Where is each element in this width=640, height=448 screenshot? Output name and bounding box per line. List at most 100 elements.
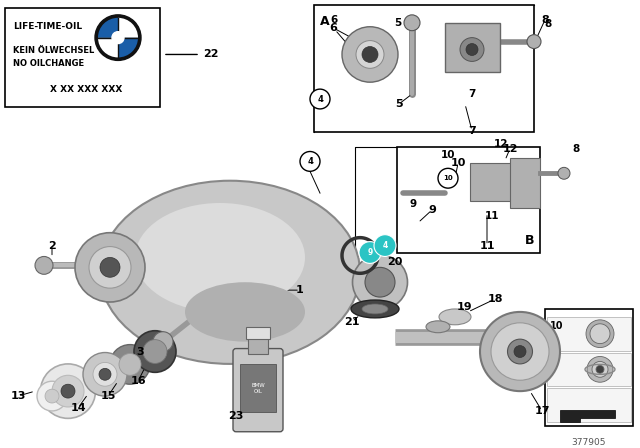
Ellipse shape [40,364,95,418]
Ellipse shape [365,267,395,297]
Text: BMW
OIL: BMW OIL [251,383,265,393]
Text: 9: 9 [410,199,417,209]
Circle shape [592,362,608,377]
Bar [547,317,631,350]
Text: 10: 10 [550,321,563,331]
Text: 18: 18 [487,294,503,304]
Ellipse shape [93,362,117,386]
Ellipse shape [491,323,549,380]
Text: 19: 19 [457,302,473,312]
Ellipse shape [143,340,167,363]
Ellipse shape [100,181,360,364]
Text: 23: 23 [228,411,244,421]
Ellipse shape [61,384,75,398]
Text: NO OILCHANGE: NO OILCHANGE [13,60,84,69]
Circle shape [300,151,320,171]
Bar [5,8,160,107]
Text: LIFE-TIME-OIL: LIFE-TIME-OIL [13,22,82,31]
Text: B: B [525,233,534,246]
Circle shape [362,47,378,62]
Circle shape [112,32,124,43]
Text: 9: 9 [428,205,436,215]
Circle shape [587,357,613,382]
Text: X XX XXX XXX: X XX XXX XXX [50,85,122,94]
Text: 12: 12 [493,138,508,149]
Bar [470,164,515,201]
Text: 4: 4 [307,157,313,166]
Text: 8: 8 [541,15,549,25]
Text: 3: 3 [136,347,144,357]
Bar [445,23,500,72]
Text: KEIN ÖLWECHSEL: KEIN ÖLWECHSEL [13,46,94,55]
Circle shape [356,41,384,69]
Ellipse shape [52,375,84,407]
Text: 7: 7 [468,126,476,136]
Text: 13: 13 [10,391,26,401]
Text: 4: 4 [317,95,323,103]
Circle shape [527,34,541,48]
Text: 4: 4 [382,241,388,250]
Circle shape [342,27,398,82]
Ellipse shape [426,321,450,333]
Text: 21: 21 [344,317,360,327]
Text: 12: 12 [502,143,518,154]
Bar [240,364,276,412]
Ellipse shape [514,345,526,358]
Wedge shape [98,18,118,38]
Text: 16: 16 [130,376,146,386]
Ellipse shape [353,255,408,310]
Ellipse shape [351,300,399,318]
Ellipse shape [89,246,131,288]
Ellipse shape [83,353,127,396]
Text: 10: 10 [443,175,453,181]
Circle shape [586,320,614,348]
Circle shape [374,235,396,256]
Bar [246,327,270,339]
Ellipse shape [508,339,532,364]
Wedge shape [118,18,138,38]
Text: 5: 5 [394,18,402,28]
Ellipse shape [100,258,120,277]
Text: 9: 9 [367,248,372,257]
Circle shape [310,89,330,109]
Text: 17: 17 [534,406,550,416]
Ellipse shape [135,203,305,312]
Bar [547,353,631,386]
Circle shape [438,168,458,188]
FancyBboxPatch shape [233,349,283,432]
Text: 5: 5 [395,99,403,109]
Circle shape [596,366,604,373]
Circle shape [558,168,570,179]
Circle shape [95,15,141,60]
Ellipse shape [45,389,59,403]
Bar [547,388,631,422]
Wedge shape [98,38,118,57]
Ellipse shape [37,381,67,411]
Bar [510,159,540,208]
Circle shape [590,324,610,344]
Text: 11: 11 [479,241,495,250]
Bar [397,146,540,253]
Text: 7: 7 [468,89,476,99]
Ellipse shape [362,304,388,314]
Text: 8: 8 [545,19,552,29]
Text: 6: 6 [329,23,337,33]
Ellipse shape [110,345,150,384]
Text: 10: 10 [451,159,466,168]
Circle shape [594,328,606,340]
Circle shape [460,38,484,61]
Text: A: A [320,15,330,28]
Text: 15: 15 [100,391,116,401]
Bar [314,5,534,132]
Circle shape [404,15,420,31]
Circle shape [153,332,173,352]
Polygon shape [560,410,615,422]
Ellipse shape [134,331,176,372]
Text: 377905: 377905 [572,438,606,447]
Ellipse shape [119,353,141,375]
Text: 20: 20 [387,258,403,267]
Text: 22: 22 [203,49,218,60]
Circle shape [359,241,381,263]
Ellipse shape [75,233,145,302]
Ellipse shape [480,312,560,391]
